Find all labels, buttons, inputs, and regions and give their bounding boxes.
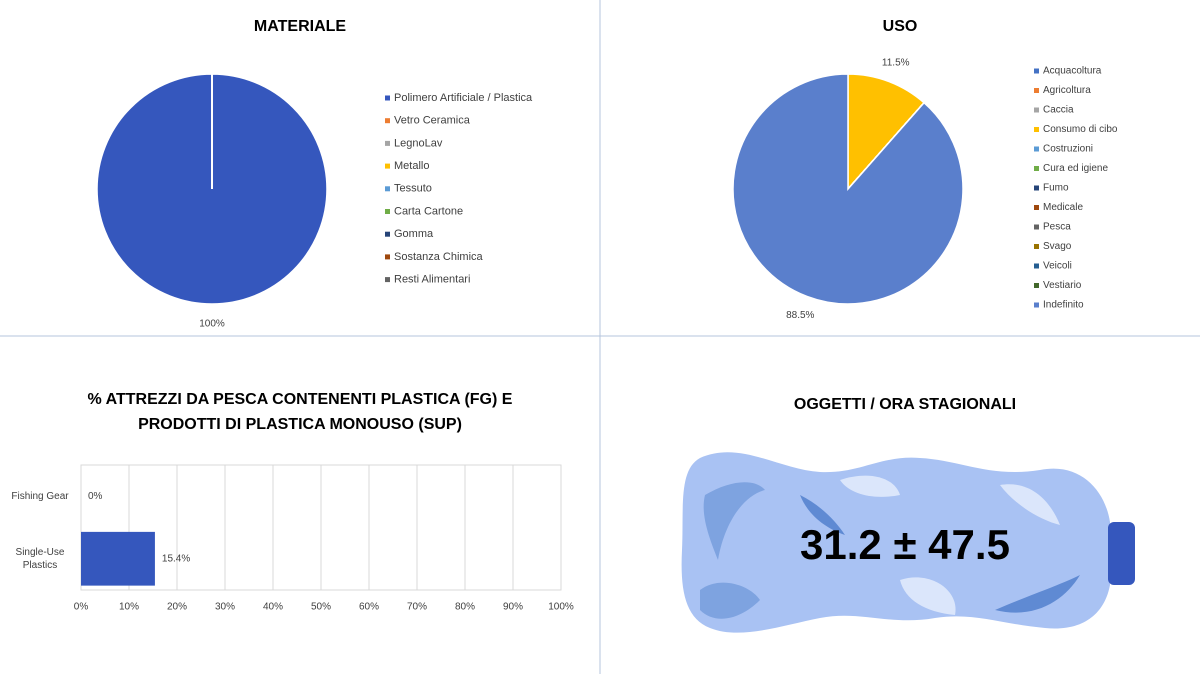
bottle-shade xyxy=(995,575,1080,613)
legend-label: Medicale xyxy=(1043,202,1083,213)
legend-swatch xyxy=(1034,127,1039,132)
legend-label: Resti Alimentari xyxy=(394,274,470,286)
legend-swatch xyxy=(1034,205,1039,210)
legend-swatch xyxy=(385,186,390,192)
bottle-shine xyxy=(840,475,900,497)
x-tick-label: 10% xyxy=(119,602,139,613)
bar xyxy=(81,531,155,586)
data-label: 88.5% xyxy=(786,310,814,321)
x-tick-label: 0% xyxy=(74,602,89,613)
legend-label: Pesca xyxy=(1043,222,1071,233)
y-tick-label: Single-Use Plastics xyxy=(15,546,65,571)
stat-value: 31.2 ± 47.5 xyxy=(800,521,1010,568)
legend-label: Vestiario xyxy=(1043,280,1082,291)
legend-swatch xyxy=(385,209,390,214)
x-tick-label: 50% xyxy=(311,602,331,613)
legend-swatch xyxy=(1034,107,1039,113)
legend-swatch xyxy=(385,95,390,101)
bottle-shade xyxy=(700,582,760,619)
pie-slice xyxy=(847,73,926,191)
data-label: 0% xyxy=(88,491,103,502)
legend-swatch xyxy=(1034,224,1039,230)
bottle-shine xyxy=(900,577,956,615)
x-tick-label: 30% xyxy=(215,602,235,613)
legend-swatch xyxy=(1034,244,1039,249)
x-tick-label: 40% xyxy=(263,602,283,613)
legend-label: Metallo xyxy=(394,160,429,172)
legend-label: Indefinito xyxy=(1043,300,1084,311)
chart-title: MATERIALE xyxy=(254,18,346,35)
pie-slice xyxy=(732,73,964,305)
y-tick-label: Fishing Gear xyxy=(11,490,69,502)
data-label: 11.5% xyxy=(882,57,910,68)
x-tick-label: 70% xyxy=(407,602,427,613)
legend-label: Agricoltura xyxy=(1043,85,1091,96)
legend-swatch xyxy=(385,254,390,260)
legend-swatch xyxy=(1034,185,1039,191)
legend-swatch xyxy=(385,277,390,283)
bottle-shine xyxy=(1000,484,1060,525)
x-tick-label: 80% xyxy=(455,602,475,613)
legend-swatch xyxy=(385,140,390,146)
legend-label: Costruzioni xyxy=(1043,144,1093,155)
legend-label: Tessuto xyxy=(394,183,432,195)
data-label: 100% xyxy=(199,319,225,330)
legend-swatch xyxy=(1034,146,1039,152)
legend-label: Cura ed igiene xyxy=(1043,163,1108,174)
panel-title: OGGETTI / ORA STAGIONALI xyxy=(794,396,1016,413)
legend-swatch xyxy=(1034,166,1039,171)
legend-swatch xyxy=(1034,283,1039,288)
data-label: 15.4% xyxy=(162,553,190,564)
chart-title: USO xyxy=(883,18,918,35)
legend-swatch xyxy=(1034,263,1039,269)
legend-label: Acquacoltura xyxy=(1043,66,1102,77)
bottle xyxy=(681,452,1135,633)
legend-label: Veicoli xyxy=(1043,261,1072,272)
x-tick-label: 90% xyxy=(503,602,523,613)
legend-swatch xyxy=(1034,68,1039,74)
legend-swatch xyxy=(1034,302,1039,308)
bottle-shade xyxy=(800,495,845,535)
bottle-cap xyxy=(1108,522,1135,585)
legend-label: Gomma xyxy=(394,228,434,240)
legend-label: LegnoLav xyxy=(394,137,443,149)
legend-swatch xyxy=(385,118,390,124)
legend-swatch xyxy=(1034,88,1039,93)
legend-label: Svago xyxy=(1043,241,1072,252)
bottle-body xyxy=(681,452,1110,633)
legend-swatch xyxy=(385,231,390,237)
legend-label: Consumo di cibo xyxy=(1043,124,1118,135)
legend-swatch xyxy=(385,163,390,169)
bottle-shade xyxy=(703,482,765,560)
legend-label: Fumo xyxy=(1043,183,1069,194)
legend-label: Vetro Ceramica xyxy=(394,115,471,127)
legend-label: Caccia xyxy=(1043,105,1074,116)
legend-label: Sostanza Chimica xyxy=(394,251,484,263)
chart-title: % ATTREZZI DA PESCA CONTENENTI PLASTICA … xyxy=(87,391,513,433)
x-tick-label: 60% xyxy=(359,602,379,613)
legend-label: Polimero Artificiale / Plastica xyxy=(394,92,533,104)
x-tick-label: 100% xyxy=(548,602,574,613)
legend-label: Carta Cartone xyxy=(394,205,463,217)
x-tick-label: 20% xyxy=(167,602,187,613)
